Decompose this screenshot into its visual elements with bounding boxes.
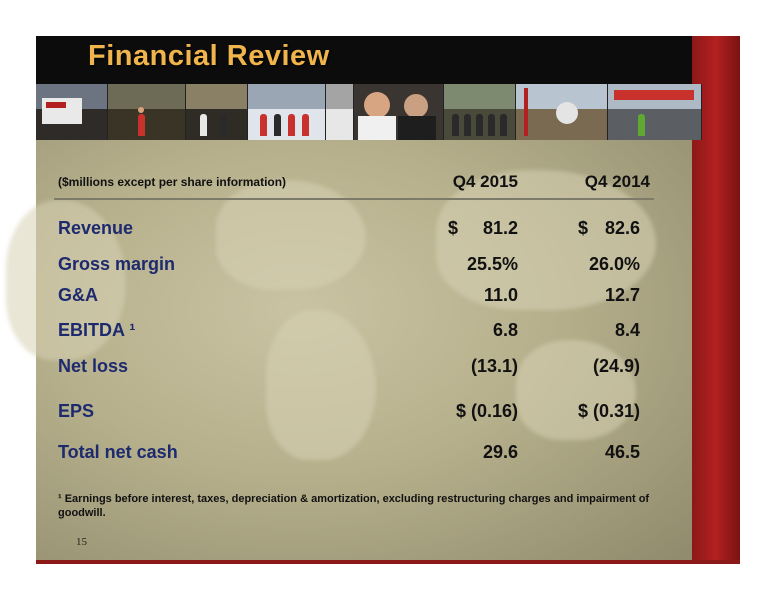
value-q4-2015: (13.1) — [470, 356, 518, 376]
value-q4-2014: $ (0.31) — [577, 401, 640, 421]
page-number: 15 — [76, 536, 87, 548]
header-divider — [54, 198, 654, 200]
crew-photo — [444, 84, 516, 140]
people-photo — [354, 84, 444, 140]
photo-strip — [36, 84, 726, 140]
footnote: ¹ Earnings before interest, taxes, depre… — [58, 493, 650, 519]
dollar-sign: $ — [448, 218, 459, 238]
workers-photo — [248, 84, 326, 140]
row-label-gross-margin: Gross margin — [58, 254, 176, 274]
row-label-g-and-a: G&A — [58, 285, 98, 305]
row-label-total-net-cash: Total net cash — [58, 442, 178, 462]
value-q4-2015: 25.5% — [466, 254, 518, 274]
row-label-revenue: Revenue — [58, 218, 134, 238]
value-q4-2015: 29.6 — [482, 442, 518, 462]
row-label-eps: EPS — [58, 401, 95, 421]
value-q4-2014: 12.7 — [604, 285, 640, 305]
value-q4-2014: 46.5 — [604, 442, 640, 462]
row-label-ebitda: EBITDA ¹ — [58, 320, 136, 340]
column-header-q4-2015: Q4 2015 — [452, 172, 518, 191]
units-note: ($millions except per share information) — [58, 175, 287, 189]
row-label-net-loss: Net loss — [58, 356, 129, 376]
slide-title: Financial Review — [88, 40, 330, 72]
value-q4-2015: $ (0.16) — [455, 401, 518, 421]
dollar-sign: $ — [578, 218, 589, 238]
value-q4-2015: 81.2 — [482, 218, 518, 238]
truck-photo — [36, 84, 108, 140]
workers-photo — [108, 84, 186, 140]
value-q4-2014: (24.9) — [592, 356, 640, 376]
rig-photo — [516, 84, 608, 140]
column-header-q4-2014: Q4 2014 — [584, 172, 650, 191]
content-panel — [6, 140, 692, 564]
value-q4-2014: 8.4 — [614, 320, 640, 340]
value-q4-2015: 6.8 — [492, 320, 518, 340]
crew-photo — [186, 84, 248, 140]
crew-photo — [608, 84, 702, 140]
value-q4-2014: 26.0% — [588, 254, 640, 274]
crew-photo — [326, 84, 354, 140]
bottom-accent-bar — [36, 560, 740, 564]
value-q4-2014: 82.6 — [604, 218, 640, 238]
value-q4-2015: 11.0 — [483, 285, 518, 305]
